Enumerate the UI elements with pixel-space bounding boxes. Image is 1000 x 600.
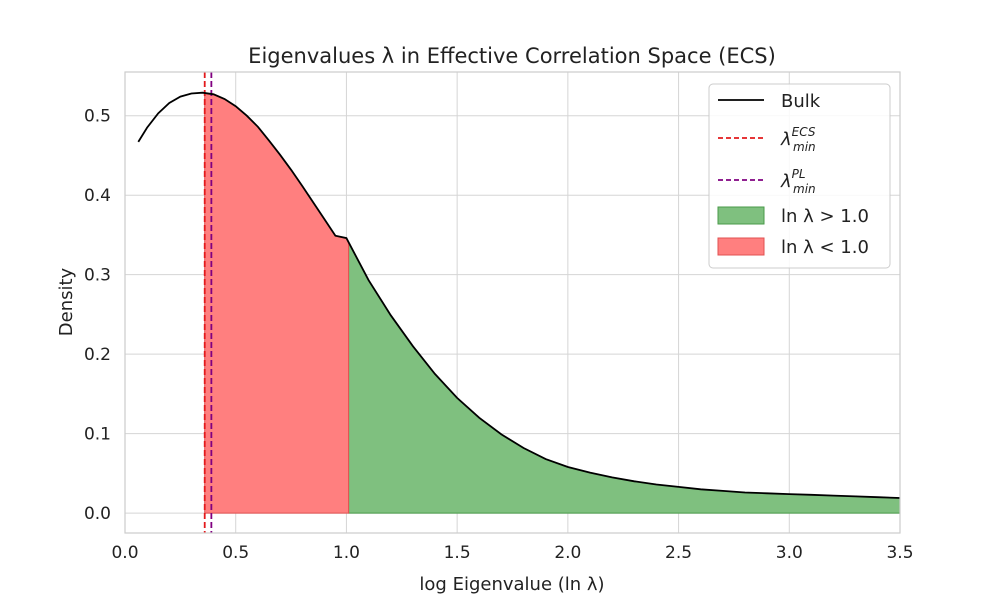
legend-pl-base: λ (780, 171, 792, 192)
bulk-curve-group (137, 91, 901, 499)
y-tick-label: 0.4 (84, 186, 111, 206)
y-tick-label: 0.2 (84, 345, 111, 365)
x-tick-label: 3.0 (776, 543, 803, 563)
plot-frame (124, 71, 901, 534)
y-tick-label: 0.3 (84, 266, 111, 286)
x-axis-label: log Eigenvalue (ln λ) (419, 574, 604, 595)
x-tick-label: 0.5 (222, 543, 249, 563)
x-tick-label: 2.0 (554, 543, 581, 563)
legend-pl-sup: PL (792, 167, 806, 181)
legend-green-swatch (717, 206, 765, 225)
legend-pl-label: λPL min (780, 167, 816, 196)
bulk-curve (137, 91, 901, 499)
y-tick-labels: 0.0 0.1 0.2 0.3 0.4 0.5 (84, 107, 111, 524)
y-tick-label: 0.1 (84, 425, 111, 445)
x-tick-labels: 0.0 0.5 1.0 1.5 2.0 2.5 3.0 3.5 (111, 543, 913, 563)
legend-ecs-sub: min (793, 140, 816, 154)
legend-ecs-sup: ECS (792, 125, 816, 139)
y-tick-label: 0.5 (84, 107, 111, 127)
x-tick-label: 3.5 (886, 543, 913, 563)
x-tick-label: 1.5 (444, 543, 471, 563)
vertical-lines (203, 72, 213, 533)
x-tick-label: 0.0 (111, 543, 138, 563)
legend-ecs-label: λECS min (780, 125, 816, 154)
x-tick-label: 2.5 (665, 543, 692, 563)
y-axis-label: Density (56, 267, 77, 336)
legend-green-label: ln λ > 1.0 (781, 206, 869, 227)
legend-pl-sub: min (793, 182, 816, 196)
y-tick-label: 0.0 (84, 504, 111, 524)
legend-ecs-base: λ (780, 129, 792, 150)
x-tick-label: 1.0 (333, 543, 360, 563)
legend-red-swatch (717, 237, 765, 256)
legend-bulk-label: Bulk (781, 91, 821, 112)
chart-title: Eigenvalues λ in Effective Correlation S… (248, 44, 776, 68)
legend: Bulk λECS min λPL min ln λ > 1.0 ln λ < 1.… (708, 83, 891, 269)
legend-red-label: ln λ < 1.0 (781, 237, 869, 258)
